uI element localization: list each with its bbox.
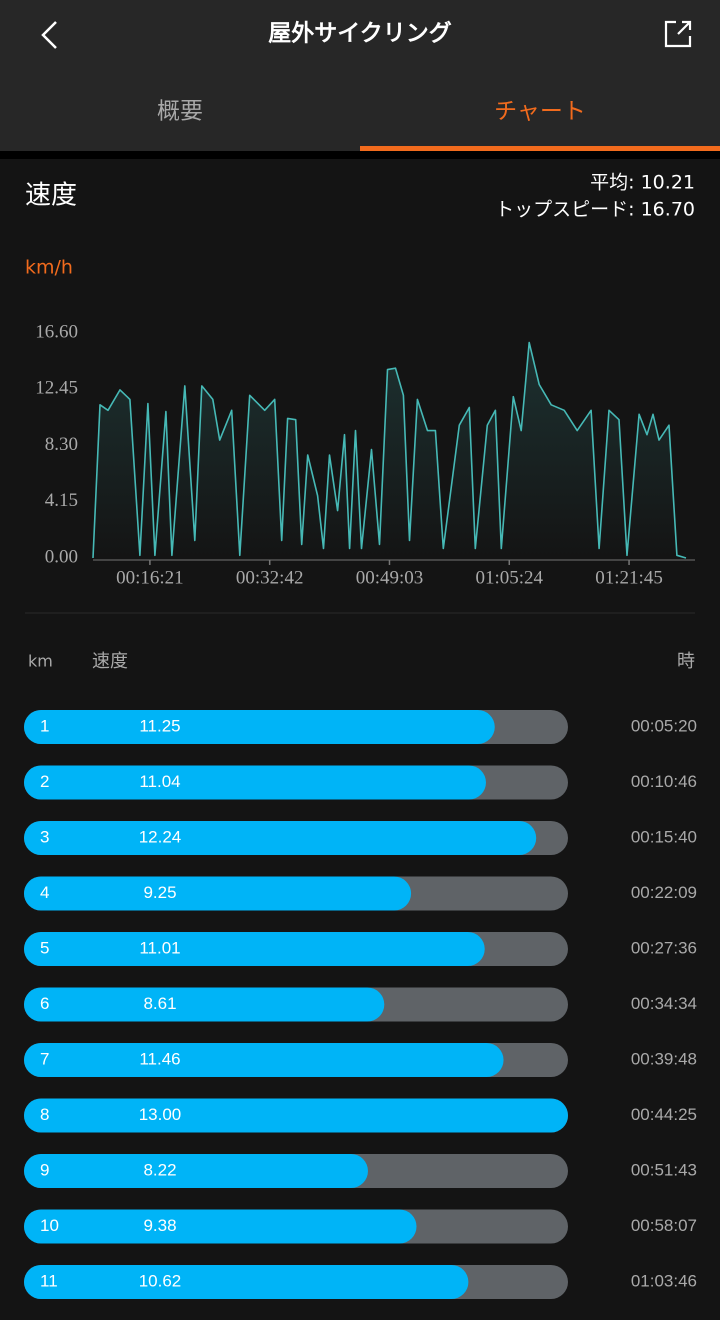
speed-label: 12.24 xyxy=(139,827,182,846)
speed-label: 9.38 xyxy=(143,1216,176,1235)
share-button[interactable] xyxy=(664,20,692,48)
column-header: 速度 xyxy=(92,651,128,672)
km-label: 8 xyxy=(40,1105,49,1124)
speed-label: 10.62 xyxy=(139,1271,182,1290)
km-label: 1 xyxy=(40,716,49,735)
y-tick-label: 0.00 xyxy=(45,546,78,567)
speed-label: 11.25 xyxy=(139,716,180,735)
speed-label: 11.01 xyxy=(139,938,180,957)
split-time: 00:34:34 xyxy=(631,994,697,1013)
km-label: 9 xyxy=(40,1160,49,1179)
speed-label: 11.04 xyxy=(139,772,180,791)
speed-label: 8.22 xyxy=(143,1160,176,1179)
speed-bar xyxy=(24,821,537,855)
split-time: 01:03:46 xyxy=(631,1271,697,1290)
km-label: 2 xyxy=(40,772,49,791)
speed-bar xyxy=(24,710,495,744)
speed-bar xyxy=(24,987,385,1022)
speed-label: 9.25 xyxy=(143,883,176,902)
x-tick-label: 00:32:42 xyxy=(236,567,304,588)
separator xyxy=(0,151,720,159)
km-label: 6 xyxy=(40,994,49,1013)
speed-bar xyxy=(24,932,485,966)
tab-chart[interactable]: チャート xyxy=(494,99,586,125)
x-tick-label: 01:21:45 xyxy=(595,567,663,588)
y-tick-label: 4.15 xyxy=(45,490,78,511)
split-time: 00:27:36 xyxy=(631,938,697,957)
speed-bar xyxy=(24,1265,469,1299)
km-label: 5 xyxy=(40,938,49,957)
back-button[interactable] xyxy=(41,21,57,49)
speed-label: 13.00 xyxy=(139,1105,182,1124)
y-tick-label: 12.45 xyxy=(35,378,78,399)
speed-label: 8.61 xyxy=(143,994,176,1013)
split-time: 00:15:40 xyxy=(631,827,697,846)
speed-bar xyxy=(24,1209,417,1244)
speed-bar xyxy=(24,765,486,800)
km-label: 3 xyxy=(40,827,49,846)
x-tick-label: 01:05:24 xyxy=(475,567,543,588)
split-time: 00:58:07 xyxy=(631,1216,697,1235)
y-tick-label: 8.30 xyxy=(45,434,78,455)
km-label: 7 xyxy=(40,1049,49,1068)
split-time: 00:22:09 xyxy=(631,883,697,902)
split-time: 00:39:48 xyxy=(631,1049,697,1068)
split-time: 00:05:20 xyxy=(631,716,697,735)
column-header: 時 xyxy=(677,651,695,672)
split-time: 00:44:25 xyxy=(631,1105,697,1124)
split-time: 00:10:46 xyxy=(631,772,697,791)
km-label: 11 xyxy=(40,1271,58,1290)
top-bar-bg xyxy=(0,0,720,152)
speed-bar xyxy=(24,1154,368,1188)
average-speed: 平均: 10.21 xyxy=(590,172,695,194)
tab-overview[interactable]: 概要 xyxy=(157,99,203,125)
line-area xyxy=(93,342,686,558)
split-time: 00:51:43 xyxy=(631,1160,697,1179)
speed-bar xyxy=(24,1043,504,1077)
tab-indicator xyxy=(360,146,720,151)
column-header: km xyxy=(28,652,53,671)
km-label: 10 xyxy=(40,1216,59,1235)
speed-bar xyxy=(24,1098,568,1133)
km-label: 4 xyxy=(40,883,49,902)
unit-label: km/h xyxy=(25,257,73,279)
speed-bar xyxy=(24,876,412,911)
x-tick-label: 00:49:03 xyxy=(356,567,424,588)
speed-line xyxy=(92,341,687,559)
speed-label: 11.46 xyxy=(139,1049,180,1068)
section-title: 速度 xyxy=(25,181,77,211)
top-speed: トップスピード: 16.70 xyxy=(495,199,695,221)
x-tick-label: 00:16:21 xyxy=(116,567,184,588)
y-tick-label: 16.60 xyxy=(35,321,78,342)
page-title: 屋外サイクリング xyxy=(268,20,452,47)
